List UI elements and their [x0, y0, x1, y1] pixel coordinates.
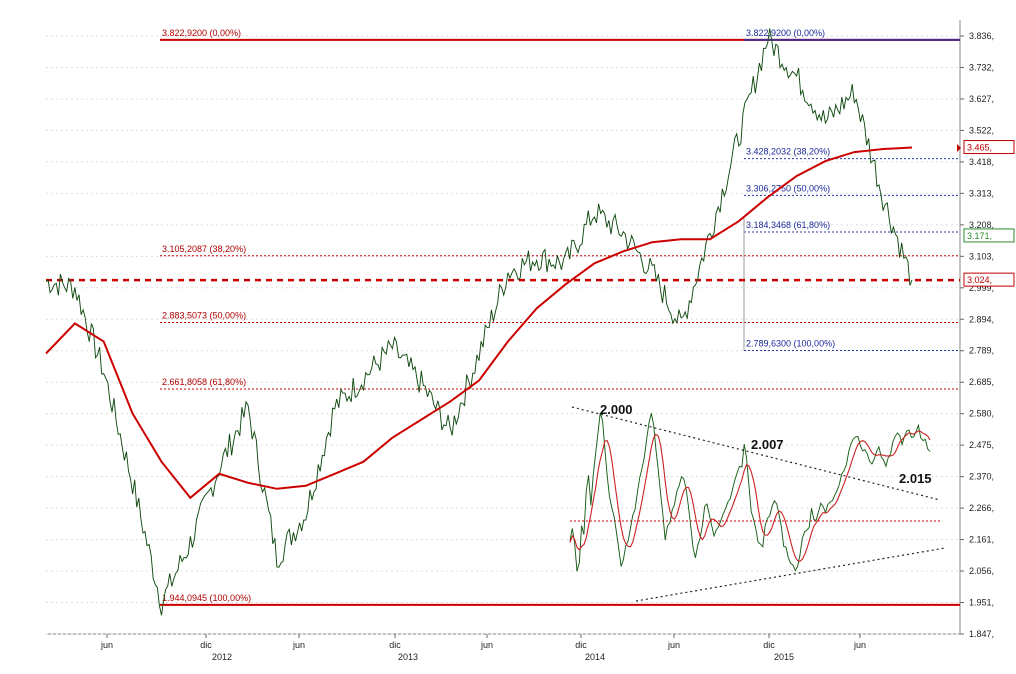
gridlines	[46, 20, 961, 635]
x-tick-label: dic	[575, 640, 587, 650]
inset-upper-trendline	[571, 406, 941, 501]
price-tag-box	[963, 140, 1015, 155]
x-tick-label: jun	[292, 640, 305, 650]
price-tag-label: 3.171,	[967, 231, 992, 241]
inset-triangle-chart: 2.000 2.007 2.015	[569, 402, 946, 602]
price-series-shadow	[45, 28, 913, 616]
fib-blue-label: 3.184,3468 (61,80%)	[746, 220, 830, 230]
inset-price-line	[569, 412, 931, 572]
y-tick-label: 3.313,	[969, 188, 994, 198]
fib-red-label: 2.661,8058 (61,80%)	[162, 377, 246, 387]
price-tag-box	[963, 228, 1015, 243]
y-tick-label: 2.056,	[969, 566, 994, 576]
x-axis: jun dic jun dic jun dic jun dic jun 2012 2013 2014 2…	[100, 634, 866, 662]
price-series-line	[45, 28, 913, 616]
inset-lower-trendline	[635, 547, 946, 602]
inset-peak-label: 2.000	[600, 402, 633, 417]
y-tick-label: 3.732,	[969, 62, 994, 72]
fib-blue-label: 3.822,9200 (0,00%)	[746, 28, 825, 38]
fib-blue-label: 3.428,2032 (38,20%)	[746, 147, 830, 157]
moving-average-line	[45, 146, 913, 500]
fibonacci-levels-blue: 3.822,9200 (0,00%) 3.428,2032 (38,20%) 3.3…	[743, 28, 960, 351]
inset-price-shadow	[569, 413, 931, 572]
price-tags: 3.465, 3.171, 3.024,	[957, 140, 1015, 287]
x-year-label: 2012	[212, 652, 232, 662]
y-tick-label: 1.847,	[969, 629, 994, 639]
fib-red-label: 3.822,9200 (0,00%)	[162, 28, 241, 38]
price-tag-label: 3.465,	[967, 143, 992, 153]
y-tick-label: 2.370,	[969, 472, 994, 482]
fib-red-label: 1.944,0945 (100,00%)	[162, 593, 251, 603]
y-tick-label: 3.522,	[969, 125, 994, 135]
y-tick-label: 3.103,	[969, 251, 994, 261]
x-tick-label: jun	[853, 640, 866, 650]
x-year-label: 2015	[774, 652, 794, 662]
fib-red-label: 3.105,2087 (38,20%)	[162, 244, 246, 254]
inset-average-line	[569, 430, 931, 562]
x-tick-label: dic	[763, 640, 775, 650]
x-tick-label: dic	[389, 640, 401, 650]
y-tick-label: 3.208,	[969, 220, 994, 230]
y-tick-label: 2.685,	[969, 377, 994, 387]
x-tick-label: dic	[200, 640, 212, 650]
x-year-label: 2013	[398, 652, 418, 662]
y-tick-label: 3.627,	[969, 94, 994, 104]
x-tick-label: jun	[667, 640, 680, 650]
fib-blue-label: 3.306,2750 (50,00%)	[746, 183, 830, 193]
x-tick-label: jun	[480, 640, 493, 650]
x-year-label: 2014	[585, 652, 605, 662]
y-tick-label: 2.894,	[969, 314, 994, 324]
inset-peak-label: 2.007	[751, 437, 784, 452]
y-tick-label: 3.418,	[969, 157, 994, 167]
y-tick-label: 1.951,	[969, 598, 994, 608]
y-axis: 3.836, 3.732, 3.627, 3.522, 3.418, 3.313, 3.20…	[960, 31, 994, 639]
y-tick-label: 2.580,	[969, 409, 994, 419]
fib-blue-label: 2.789,6300 (100,00%)	[746, 338, 835, 348]
price-tag-box	[963, 272, 1015, 287]
y-tick-label: 2.266,	[969, 503, 994, 513]
price-tag-label: 3.024,	[967, 275, 992, 285]
y-tick-label: 2.789,	[969, 346, 994, 356]
x-tick-label: jun	[100, 640, 113, 650]
y-tick-label: 3.836,	[969, 31, 994, 41]
y-tick-label: 2.161,	[969, 535, 994, 545]
fib-red-label: 2.883,5073 (50,00%)	[162, 311, 246, 321]
y-tick-label: 2.999,	[969, 283, 994, 293]
inset-peak-label: 2.015	[899, 471, 932, 486]
y-tick-label: 2.475,	[969, 440, 994, 450]
price-arrow	[957, 144, 961, 152]
